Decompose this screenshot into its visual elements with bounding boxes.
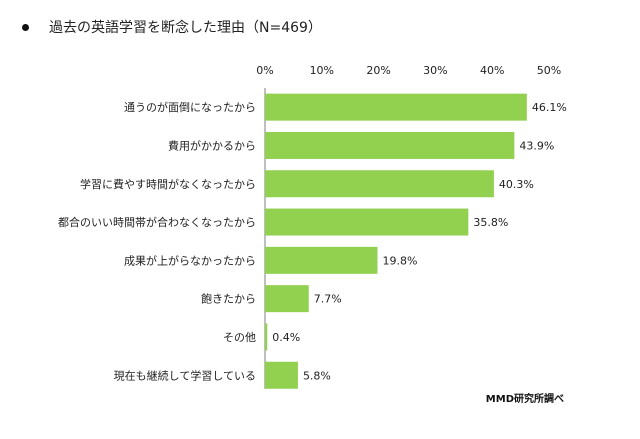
x-tick-label: 20% — [366, 64, 390, 77]
x-tick-label: 40% — [480, 64, 504, 77]
chart-title-row: 過去の英語学習を断念した理由（N=469） — [22, 17, 322, 37]
bar — [265, 93, 527, 121]
category-label: 通うのが面倒になったから — [124, 100, 256, 114]
x-tick-label: 50% — [537, 64, 561, 77]
bar — [265, 131, 515, 159]
bar — [265, 246, 378, 274]
data-label: 0.4% — [272, 331, 300, 344]
bar — [265, 323, 268, 351]
x-tick-label: 0% — [256, 64, 273, 77]
category-label: 飽きたから — [201, 292, 256, 306]
bar — [265, 170, 494, 198]
data-label: 19.8% — [382, 254, 417, 267]
category-label: 成果が上がらなかったから — [124, 253, 256, 267]
x-tick-label: 30% — [423, 64, 447, 77]
data-label: 46.1% — [532, 101, 567, 114]
bar — [265, 361, 298, 389]
category-label: 費用がかかるから — [168, 138, 256, 152]
bullet-icon — [22, 23, 29, 31]
category-label: 現在も継続して学習している — [114, 368, 256, 382]
bar — [265, 285, 309, 313]
source-credit: MMD研究所調べ — [485, 394, 564, 405]
x-tick-label: 10% — [310, 64, 334, 77]
bar — [265, 208, 469, 236]
data-label: 43.9% — [519, 139, 554, 152]
chart-title: 過去の英語学習を断念した理由（N=469） — [49, 20, 322, 36]
data-label: 7.7% — [314, 293, 342, 306]
data-label: 5.8% — [303, 369, 331, 382]
category-label: 都合のいい時間帯が合わなくなったから — [58, 215, 256, 229]
data-label: 40.3% — [499, 178, 534, 191]
data-label: 35.8% — [473, 216, 508, 229]
category-label: その他 — [223, 331, 256, 344]
category-label: 学習に費やす時間がなくなったから — [80, 177, 256, 191]
